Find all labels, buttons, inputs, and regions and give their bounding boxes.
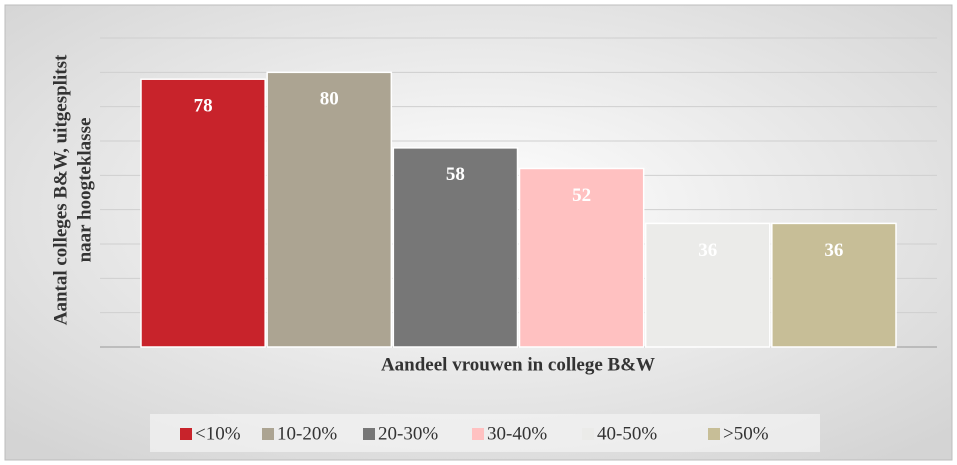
- legend-swatch: [582, 428, 594, 440]
- bar: [266, 71, 393, 348]
- legend-label: 20-30%: [378, 423, 438, 444]
- legend-swatch: [180, 428, 192, 440]
- data-label: 36: [698, 240, 717, 261]
- legend-swatch: [708, 428, 720, 440]
- data-label: 58: [446, 164, 465, 185]
- data-label: 80: [320, 89, 339, 110]
- bar: [518, 167, 645, 348]
- data-label: 52: [572, 185, 591, 206]
- legend-label: <10%: [195, 423, 241, 444]
- legend-swatch: [262, 428, 274, 440]
- bar: [644, 222, 771, 348]
- bar: [771, 222, 897, 348]
- legend-label: 40-50%: [597, 423, 657, 444]
- data-label: 36: [824, 240, 843, 261]
- legend-swatch: [472, 428, 484, 440]
- legend-swatch: [363, 428, 375, 440]
- legend-label: >50%: [723, 423, 769, 444]
- data-label: 78: [194, 96, 213, 117]
- y-axis-label: Aantal colleges B&W, uitgesplitst: [50, 54, 71, 325]
- legend-label: 10-20%: [277, 423, 337, 444]
- y-axis-label: naar hoogteklasse: [74, 118, 95, 263]
- bar: [140, 78, 266, 348]
- x-axis-label: Aandeel vrouwen in college B&W: [381, 354, 655, 375]
- bar: [392, 147, 519, 348]
- legend-label: 30-40%: [487, 423, 547, 444]
